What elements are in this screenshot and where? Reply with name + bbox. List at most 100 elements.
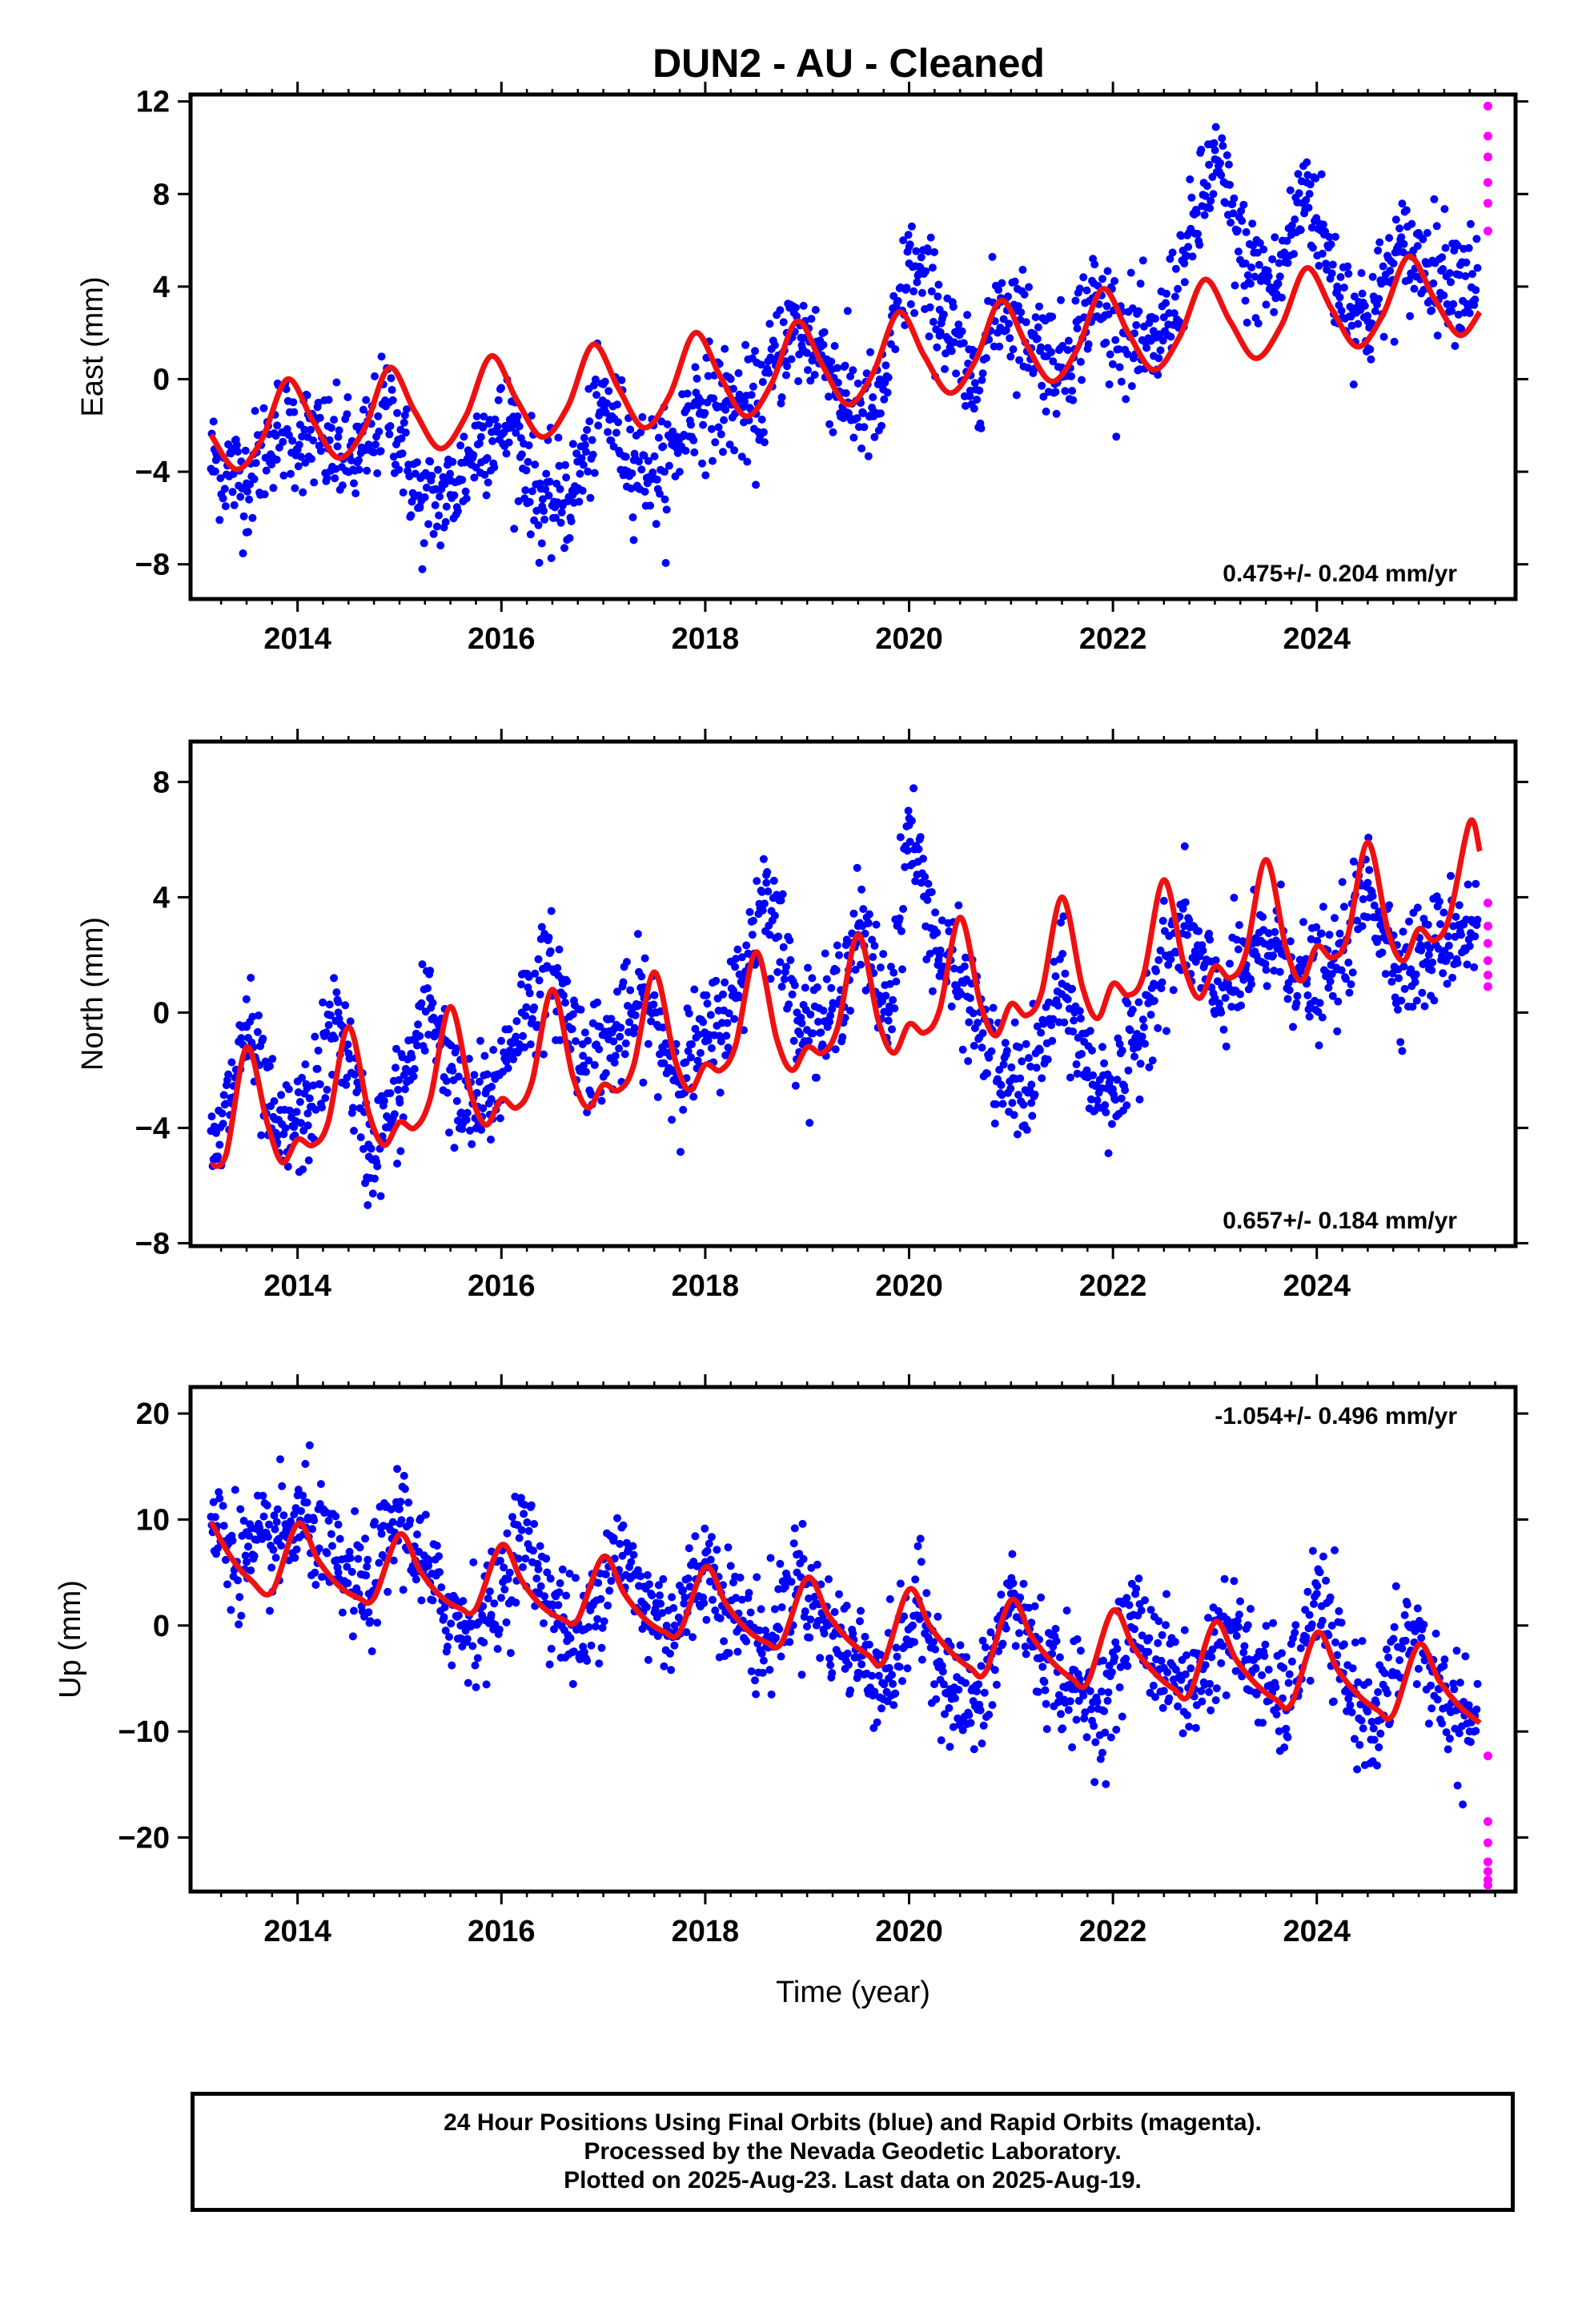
up-final-orbit-points xyxy=(207,1441,1492,1889)
up-rapid-point xyxy=(1483,1880,1492,1889)
north-panel: 2014 2016 2018 2020 2022 2024 −8 −4 0 4 8 North (mm… xyxy=(76,729,1528,1303)
north-y-tick-label: 4 xyxy=(153,881,170,915)
up-y-axis-label: Up (mm) xyxy=(54,1580,87,1699)
up-rapid-point xyxy=(1483,1838,1492,1848)
east-final-point xyxy=(538,502,547,511)
east-y-tick-label: −4 xyxy=(135,456,170,489)
north-x-tick-label: 2024 xyxy=(1283,1269,1351,1303)
north-x-tick-label: 2016 xyxy=(468,1269,536,1303)
chart-title: DUN2 - AU - Cleaned xyxy=(652,41,1045,86)
north-final-point xyxy=(1424,951,1433,959)
up-fit-curve xyxy=(208,1520,1482,1726)
east-y-tick-label: 0 xyxy=(153,363,170,396)
north-final-point xyxy=(1271,936,1280,945)
north-final-point xyxy=(426,994,435,1003)
north-final-point xyxy=(334,1008,343,1017)
up-final-point xyxy=(793,1568,801,1577)
east-final-point xyxy=(629,456,638,464)
up-x-tick-label: 2018 xyxy=(672,1915,740,1948)
up-final-point xyxy=(946,1685,954,1694)
east-final-point xyxy=(1363,317,1372,326)
north-x-tick-label: 2020 xyxy=(875,1269,943,1303)
up-final-point xyxy=(395,1505,404,1514)
up-final-point xyxy=(517,1526,526,1534)
up-final-point xyxy=(853,1653,862,1662)
north-final-point xyxy=(579,1051,588,1060)
north-y-tick-label: −4 xyxy=(135,1112,170,1145)
up-final-point xyxy=(1251,1663,1260,1672)
east-y-tick-label: 4 xyxy=(153,271,170,304)
east-final-point xyxy=(1394,247,1403,256)
up-panel: 2014 2016 2018 2020 2022 2024 −20 −10 0 10 20 Up (m… xyxy=(54,1374,1528,2009)
north-final-point xyxy=(395,1095,404,1104)
east-final-point xyxy=(721,398,730,407)
up-final-point xyxy=(243,1558,251,1566)
up-final-point xyxy=(273,1536,282,1545)
east-final-point xyxy=(446,490,455,499)
up-final-point xyxy=(364,1590,373,1598)
east-rapid-point xyxy=(1483,152,1492,162)
up-x-tick-label: 2022 xyxy=(1079,1915,1147,1948)
footer-line-plotted: Plotted on 2025-Aug-23. Last data on 202… xyxy=(564,2167,1142,2193)
north-x-tick-label: 2018 xyxy=(672,1269,740,1303)
footer-caption-box: 24 Hour Positions Using Final Orbits (bl… xyxy=(191,2092,1515,2212)
up-x-tick-label: 2024 xyxy=(1283,1915,1351,1948)
up-rapid-point xyxy=(1483,1817,1492,1827)
up-rapid-point xyxy=(1483,1867,1492,1876)
east-final-point xyxy=(935,305,944,314)
up-final-point xyxy=(1312,1590,1321,1598)
north-final-point xyxy=(997,1080,1006,1089)
east-final-point xyxy=(1303,178,1311,187)
north-final-point xyxy=(966,994,974,1003)
up-final-point xyxy=(334,1568,343,1577)
up-final-point xyxy=(976,1706,985,1715)
east-panel: 2014 2016 2018 2020 2022 2024 −8 −4 0 4 8 12 East (m… xyxy=(76,82,1528,656)
north-rapid-point xyxy=(1483,971,1492,980)
up-final-point xyxy=(303,1515,312,1524)
north-final-point xyxy=(935,951,944,959)
north-final-point xyxy=(732,994,741,1003)
north-final-point xyxy=(793,1008,801,1017)
east-rapid-point xyxy=(1483,227,1492,236)
east-final-point xyxy=(416,502,424,511)
north-final-point xyxy=(1394,965,1403,974)
east-final-point xyxy=(1211,155,1219,163)
east-final-point xyxy=(1027,328,1036,337)
north-y-tick-label: −8 xyxy=(135,1227,170,1261)
east-rapid-point xyxy=(1483,178,1492,187)
east-x-tick-label: 2024 xyxy=(1283,622,1351,656)
north-final-point xyxy=(517,1008,526,1017)
north-final-point xyxy=(1211,994,1219,1003)
east-x-tick-label: 2014 xyxy=(263,622,331,656)
north-rapid-point xyxy=(1483,956,1492,966)
up-final-point xyxy=(548,1600,556,1609)
north-final-point xyxy=(1333,965,1342,974)
north-final-point xyxy=(1118,1080,1127,1089)
north-rapid-point xyxy=(1483,899,1492,908)
north-rapid-point xyxy=(1483,982,1492,991)
east-final-point xyxy=(905,259,913,267)
north-x-tick-label: 2022 xyxy=(1079,1269,1147,1303)
north-rapid-point xyxy=(1483,939,1492,948)
up-final-point xyxy=(640,1600,648,1609)
north-final-point xyxy=(1027,1080,1036,1089)
north-final-orbit-points xyxy=(207,784,1492,1209)
up-final-point xyxy=(1404,1621,1413,1630)
north-y-axis-label: North (mm) xyxy=(76,917,110,1071)
footer-line-processed: Processed by the Nevada Geodetic Laborat… xyxy=(584,2138,1122,2165)
footer-line-orbits: 24 Hour Positions Using Final Orbits (bl… xyxy=(444,2109,1262,2136)
east-rapid-point xyxy=(1483,131,1492,141)
east-final-point xyxy=(1180,259,1189,267)
east-x-tick-label: 2020 xyxy=(875,622,943,656)
up-final-point xyxy=(1465,1727,1474,1736)
east-rate-annotation: 0.475+/- 0.204 mm/yr xyxy=(1223,561,1457,587)
up-rate-annotation: -1.054+/- 0.496 mm/yr xyxy=(1215,1403,1457,1429)
up-final-point xyxy=(1374,1716,1383,1725)
east-final-point xyxy=(273,421,282,430)
east-frame xyxy=(188,92,1518,601)
north-final-point xyxy=(303,1109,312,1118)
up-final-point xyxy=(823,1621,832,1630)
east-final-point xyxy=(508,421,516,430)
north-final-point xyxy=(609,1037,618,1046)
